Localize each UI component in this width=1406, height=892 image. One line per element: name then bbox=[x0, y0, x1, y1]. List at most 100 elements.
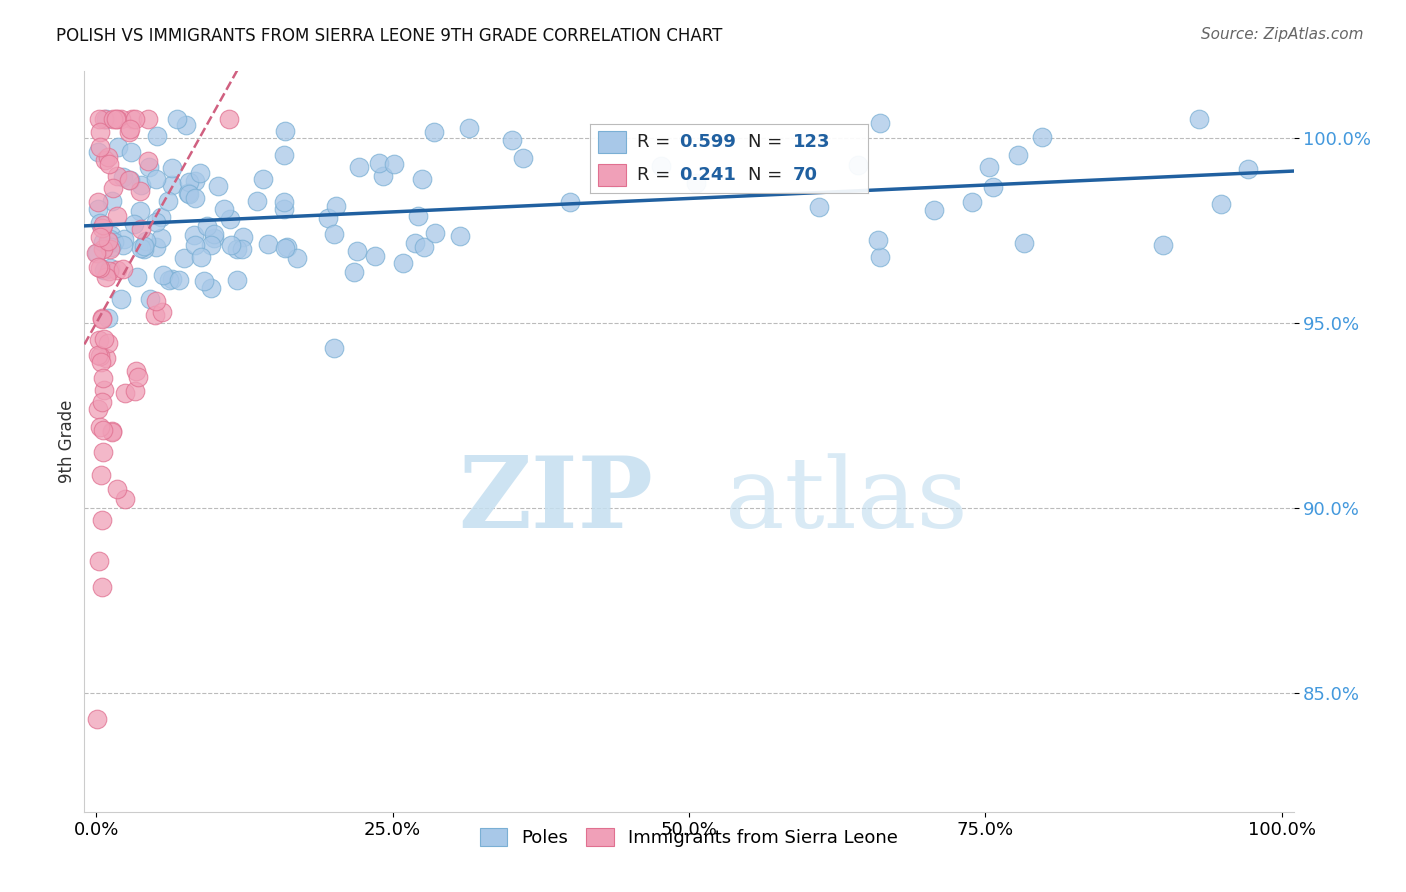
Point bbox=[190, 166, 212, 180]
Point bbox=[91, 312, 114, 326]
Point bbox=[323, 227, 346, 241]
Point bbox=[152, 268, 174, 282]
Point bbox=[501, 133, 523, 147]
Point bbox=[125, 364, 148, 378]
Point bbox=[118, 121, 141, 136]
Point bbox=[160, 178, 183, 192]
Point bbox=[93, 383, 115, 397]
Point bbox=[105, 112, 128, 127]
Point bbox=[103, 235, 125, 249]
Point bbox=[86, 712, 108, 726]
Point bbox=[177, 187, 200, 202]
Point bbox=[105, 262, 128, 277]
Bar bbox=[598, 131, 626, 153]
Point bbox=[866, 233, 889, 247]
Point bbox=[97, 335, 120, 350]
Point bbox=[512, 151, 534, 165]
Point bbox=[118, 173, 141, 187]
Point bbox=[134, 242, 156, 256]
Point bbox=[114, 386, 136, 401]
Point bbox=[91, 311, 114, 326]
Point bbox=[87, 202, 110, 217]
Point bbox=[91, 220, 114, 235]
Point bbox=[343, 265, 366, 279]
Point bbox=[392, 256, 415, 270]
Point bbox=[91, 423, 114, 437]
Point bbox=[87, 260, 110, 274]
Point bbox=[685, 176, 707, 190]
Point bbox=[176, 186, 198, 201]
Point bbox=[157, 273, 180, 287]
Text: R =: R = bbox=[637, 166, 676, 184]
Point bbox=[91, 242, 114, 256]
Text: 0.599: 0.599 bbox=[679, 133, 735, 151]
Text: 70: 70 bbox=[793, 166, 818, 184]
Point bbox=[960, 195, 983, 210]
Text: N =: N = bbox=[748, 166, 789, 184]
Point bbox=[94, 112, 117, 127]
Point bbox=[84, 245, 107, 260]
Point bbox=[114, 492, 136, 507]
Point bbox=[190, 250, 212, 264]
Point bbox=[156, 194, 179, 208]
Point bbox=[120, 145, 142, 159]
Point bbox=[346, 244, 368, 259]
Point bbox=[110, 293, 132, 307]
Point bbox=[124, 112, 146, 127]
Point bbox=[107, 140, 129, 154]
Point bbox=[425, 226, 447, 240]
Point bbox=[650, 160, 672, 174]
Point bbox=[231, 242, 253, 256]
Point bbox=[200, 237, 222, 252]
Point bbox=[183, 174, 205, 188]
Point bbox=[89, 216, 111, 230]
Point bbox=[869, 116, 891, 130]
Point bbox=[93, 112, 115, 127]
Point bbox=[129, 203, 152, 218]
Point bbox=[146, 128, 169, 143]
Point bbox=[347, 161, 370, 175]
Point bbox=[87, 348, 110, 362]
Point bbox=[101, 112, 124, 127]
Point bbox=[89, 420, 111, 434]
Point bbox=[127, 269, 149, 284]
Point bbox=[560, 195, 582, 210]
Text: atlas: atlas bbox=[725, 453, 967, 549]
Point bbox=[226, 272, 249, 286]
Point bbox=[218, 112, 240, 127]
Point bbox=[197, 219, 219, 233]
Point bbox=[252, 171, 274, 186]
Point bbox=[101, 194, 124, 208]
Point bbox=[100, 239, 122, 253]
Point bbox=[846, 158, 869, 172]
Legend: Poles, Immigrants from Sierra Leone: Poles, Immigrants from Sierra Leone bbox=[472, 821, 905, 855]
Point bbox=[411, 171, 433, 186]
Point bbox=[174, 118, 197, 132]
Point bbox=[94, 153, 117, 167]
Point bbox=[89, 261, 111, 276]
Point bbox=[128, 184, 150, 198]
Point bbox=[112, 232, 135, 246]
Point bbox=[273, 202, 295, 216]
Point bbox=[325, 199, 347, 213]
Point bbox=[212, 202, 235, 216]
Point bbox=[225, 243, 247, 257]
Point bbox=[105, 209, 128, 223]
Point bbox=[145, 172, 167, 186]
Point bbox=[145, 293, 167, 308]
Point bbox=[129, 178, 152, 193]
Point bbox=[1012, 236, 1035, 251]
Point bbox=[97, 310, 120, 325]
Text: R =: R = bbox=[637, 133, 676, 151]
Point bbox=[160, 272, 183, 286]
Point bbox=[118, 173, 141, 187]
Point bbox=[1188, 112, 1211, 127]
Point bbox=[122, 217, 145, 231]
Point bbox=[368, 156, 391, 170]
Point bbox=[121, 112, 143, 127]
Point bbox=[93, 445, 115, 459]
Point bbox=[274, 123, 297, 137]
Point bbox=[118, 125, 141, 139]
Point bbox=[382, 157, 405, 171]
Point bbox=[89, 349, 111, 363]
